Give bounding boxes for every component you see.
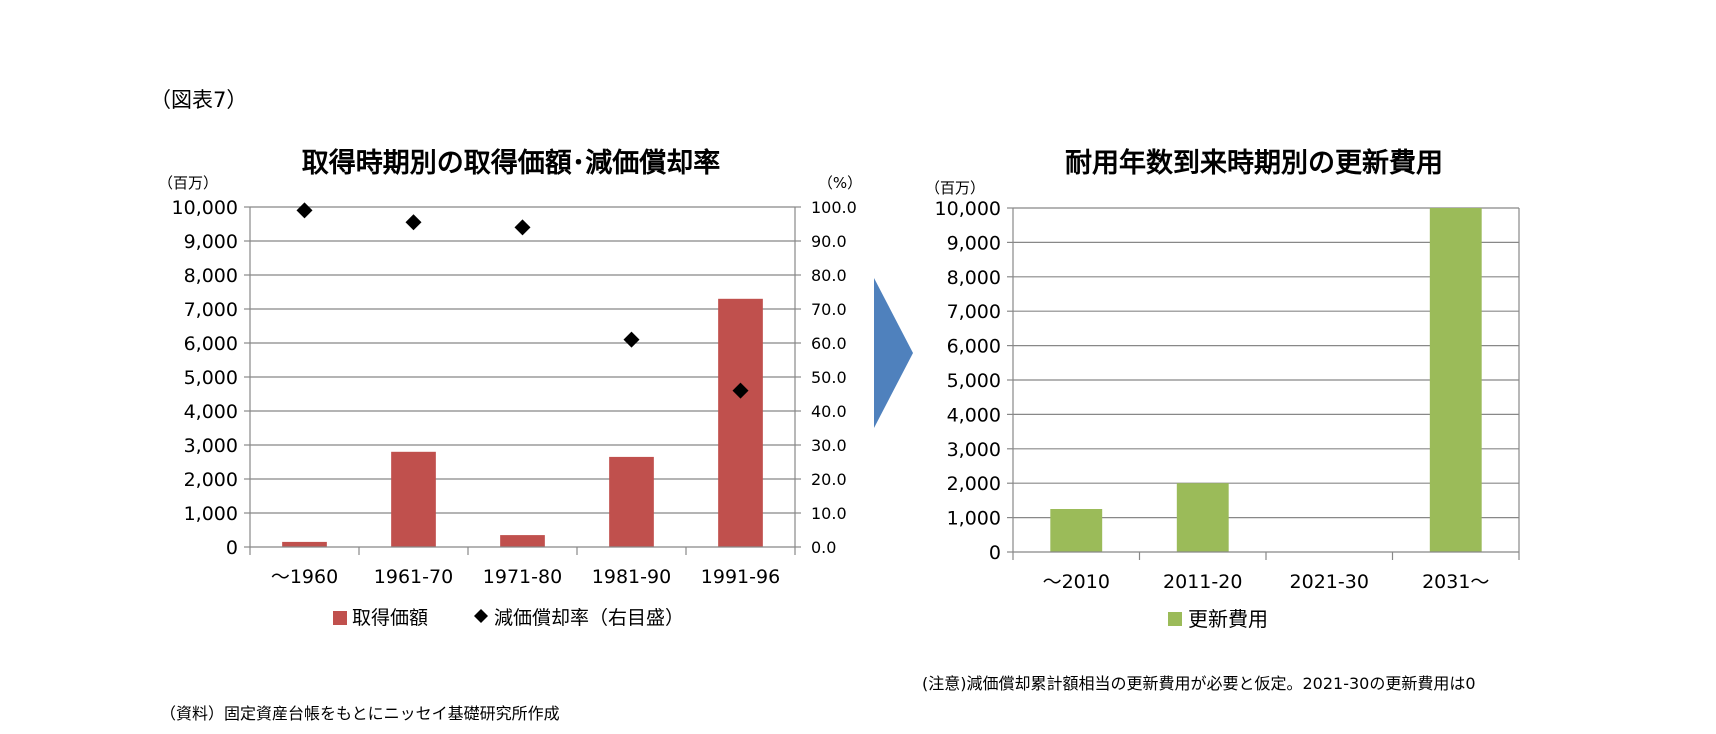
right-arrow-icon	[874, 278, 913, 428]
y-tick-label: 0	[989, 542, 1001, 564]
left-chart-bars	[282, 298, 763, 547]
legend-swatch-renewal	[1168, 612, 1182, 626]
left-chart-legend: 取得価額 減価償却率（右目盛）	[333, 607, 684, 629]
right-chart-axes	[1007, 207, 1520, 560]
y2-tick-label: 10.0	[811, 504, 847, 523]
right-chart-y-ticks: 0 1,000 2,000 3,000 4,000 5,000 6,000 7,000 8,00…	[935, 198, 1001, 564]
x-tick-label: 1981-90	[592, 566, 671, 588]
diamond-marker	[296, 202, 313, 219]
y-tick-label: 10,000	[935, 198, 1001, 220]
left-chart-y2-ticks: 0.0 10.0 20.0 30.0 40.0 50.0 60.0 70.0 80.0 90.0 1…	[811, 198, 857, 557]
x-tick-label: ～1960	[271, 566, 338, 588]
legend-label-depreciation: 減価償却率（右目盛）	[494, 607, 684, 629]
x-tick-label: 1961-70	[374, 566, 453, 588]
y-tick-label: 9,000	[184, 231, 238, 253]
y-tick-label: 4,000	[947, 404, 1001, 426]
left-chart-left-unit: （百万）	[158, 174, 218, 192]
y2-tick-label: 20.0	[811, 470, 847, 489]
left-chart-title: 取得時期別の取得価額･減価償却率	[302, 147, 721, 179]
diamond-marker	[732, 382, 749, 399]
y-tick-label: 6,000	[184, 333, 238, 355]
left-chart-right-unit: （%）	[818, 174, 862, 192]
y2-tick-label: 70.0	[811, 300, 847, 319]
legend-swatch-acquisition	[333, 611, 347, 625]
y-tick-label: 10,000	[172, 197, 238, 219]
right-chart-bars	[1050, 208, 1482, 552]
y2-tick-label: 80.0	[811, 266, 847, 285]
y-tick-label: 4,000	[184, 401, 238, 423]
left-chart-axes	[244, 206, 801, 555]
left-chart: 取得時期別の取得価額･減価償却率 （百万） （%） 0 1,000 2,000 3,0…	[158, 147, 862, 629]
x-tick-label: ～2010	[1043, 571, 1110, 593]
x-tick-label: 1991-96	[701, 566, 780, 588]
note-text: (注意)減価償却累計額相当の更新費用が必要と仮定。2021-30の更新費用は0	[922, 674, 1476, 693]
bar	[282, 541, 327, 547]
bar	[391, 451, 436, 547]
y-tick-label: 2,000	[947, 473, 1001, 495]
y-tick-label: 1,000	[184, 503, 238, 525]
bar	[1176, 483, 1229, 552]
y2-tick-label: 0.0	[811, 538, 836, 557]
left-chart-y-ticks: 0 1,000 2,000 3,000 4,000 5,000 6,000 7,000 8,00…	[172, 197, 238, 559]
source-text: （資料）固定資産台帳をもとにニッセイ基礎研究所作成	[160, 704, 560, 723]
diamond-marker	[405, 214, 422, 231]
right-chart: 耐用年数到来時期別の更新費用 （百万） 0 1,000 2,000 3,000 4,00…	[925, 147, 1520, 631]
left-chart-gridlines	[250, 206, 795, 514]
y-tick-label: 8,000	[184, 265, 238, 287]
y2-tick-label: 60.0	[811, 334, 847, 353]
x-tick-label: 2031～	[1422, 571, 1489, 593]
legend-label-renewal: 更新費用	[1188, 607, 1268, 631]
bar	[609, 456, 654, 547]
diamond-marker	[623, 331, 640, 348]
y2-tick-label: 30.0	[811, 436, 847, 455]
y2-tick-label: 100.0	[811, 198, 857, 217]
y-tick-label: 0	[226, 537, 238, 559]
y-tick-label: 6,000	[947, 336, 1001, 358]
right-chart-legend: 更新費用	[1168, 607, 1268, 631]
y-tick-label: 5,000	[947, 370, 1001, 392]
left-chart-x-ticks: ～1960 1961-70 1971-80 1981-90 1991-96	[271, 566, 780, 588]
figure-label: （図表7）	[150, 88, 248, 112]
bar	[500, 535, 545, 547]
y-tick-label: 8,000	[947, 267, 1001, 289]
bar	[1429, 208, 1482, 552]
legend-label-acquisition: 取得価額	[352, 607, 428, 629]
y-tick-label: 5,000	[184, 367, 238, 389]
x-tick-label: 2021-30	[1290, 571, 1369, 593]
right-chart-title: 耐用年数到来時期別の更新費用	[1065, 147, 1443, 179]
legend-marker-depreciation	[474, 609, 488, 623]
y-tick-label: 3,000	[184, 435, 238, 457]
left-chart-markers	[296, 202, 749, 399]
y-tick-label: 7,000	[184, 299, 238, 321]
y-tick-label: 2,000	[184, 469, 238, 491]
x-tick-label: 1971-80	[483, 566, 562, 588]
right-chart-left-unit: （百万）	[925, 179, 985, 197]
y2-tick-label: 40.0	[811, 402, 847, 421]
right-chart-x-ticks: ～2010 2011-20 2021-30 2031～	[1043, 571, 1490, 593]
bar	[1050, 509, 1103, 552]
y-tick-label: 7,000	[947, 301, 1001, 323]
y-tick-label: 3,000	[947, 439, 1001, 461]
bar	[718, 298, 763, 547]
y-tick-label: 9,000	[947, 232, 1001, 254]
x-tick-label: 2011-20	[1163, 571, 1242, 593]
y2-tick-label: 50.0	[811, 368, 847, 387]
diamond-marker	[514, 219, 531, 236]
y2-tick-label: 90.0	[811, 232, 847, 251]
y-tick-label: 1,000	[947, 508, 1001, 530]
